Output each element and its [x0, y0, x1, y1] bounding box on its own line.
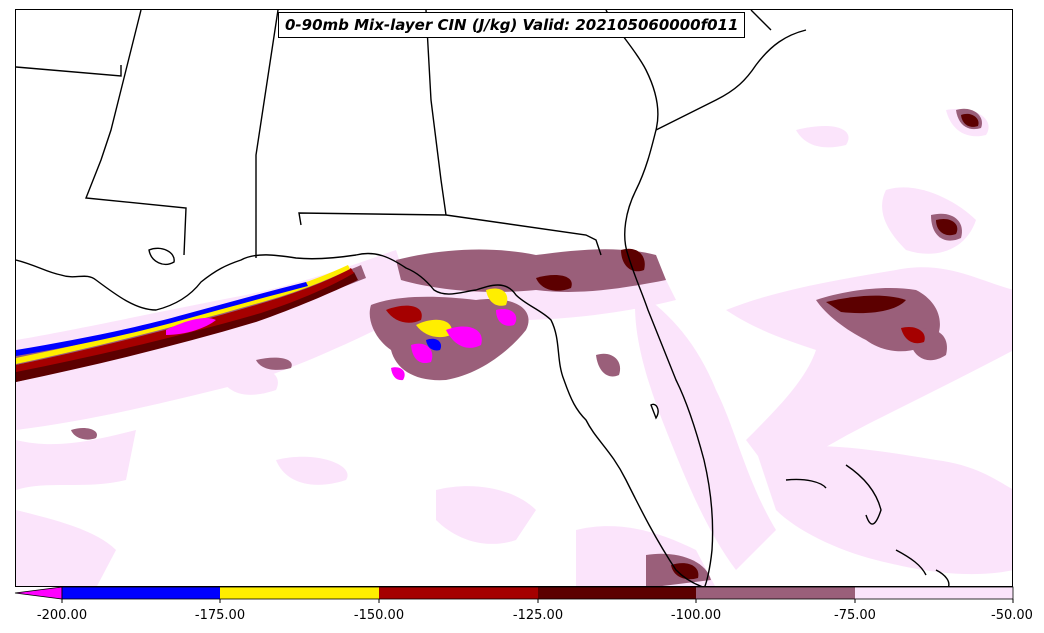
colorbar: [14, 586, 1014, 603]
southeast-coast-north: [655, 29, 807, 131]
colorbar-bin-2: [220, 587, 379, 599]
cin-shading-light: [16, 109, 1012, 586]
colorbar-tick-label: -50.00: [991, 608, 1033, 623]
map-panel: [15, 9, 1013, 587]
cin-shading-red: [16, 268, 925, 372]
inland-lakes: [148, 247, 659, 420]
colorbar-bin-1: [62, 587, 220, 599]
cin-shading-magenta: [166, 309, 517, 381]
atlantic-coastline: [605, 10, 714, 586]
cin-shading-yellow: [16, 265, 508, 364]
colorbar-bin-3: [379, 587, 538, 599]
colorbar-bin-5: [696, 587, 855, 599]
colorbar-tick-label: -150.00: [353, 608, 405, 623]
colorbar-tick-label: -75.00: [834, 608, 876, 623]
cin-map: [16, 10, 1012, 586]
colorbar-ticks: [61, 599, 1014, 603]
gulf-coastline: [16, 252, 703, 586]
cin-shading-blue: [16, 282, 442, 356]
bahamas-outline: [785, 464, 950, 586]
colorbar-tick-label: -125.00: [512, 608, 564, 623]
state-border-lines: [16, 10, 772, 258]
colorbar-tick-label: -100.00: [670, 608, 722, 623]
colorbar-tick-label: -200.00: [36, 608, 88, 623]
colorbar-bin-6: [855, 587, 1013, 599]
colorbar-tick-label: -175.00: [194, 608, 246, 623]
colorbar-extend-arrow: [14, 586, 63, 600]
map-title: 0-90mb Mix-layer CIN (J/kg) Valid: 20210…: [278, 12, 746, 38]
coastlines-and-borders: [16, 10, 950, 586]
colorbar-bin-4: [538, 587, 696, 599]
